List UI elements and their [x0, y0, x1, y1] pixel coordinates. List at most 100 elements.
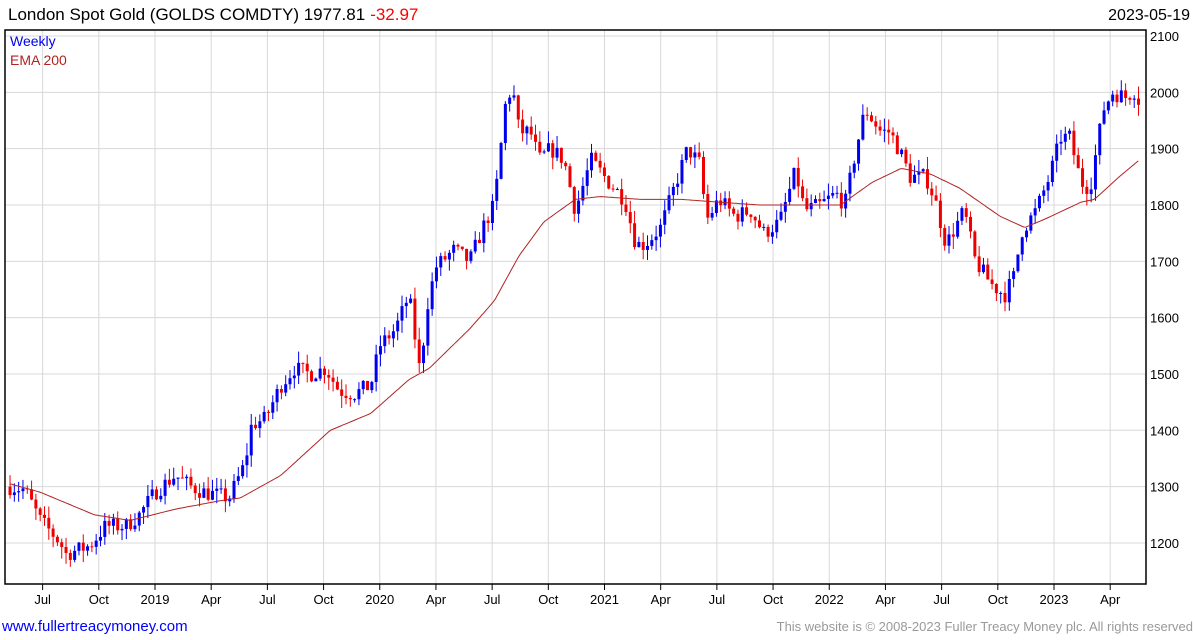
x-tick-label: Apr — [201, 592, 222, 607]
candle-body — [654, 236, 658, 241]
candle-body — [684, 147, 688, 160]
candle-body — [465, 248, 469, 261]
candle-body — [1029, 215, 1033, 231]
site-link[interactable]: www.fullertreacymoney.com — [1, 618, 188, 635]
candle-body — [129, 519, 133, 530]
candle-body — [943, 227, 947, 246]
x-tick-label: Oct — [988, 592, 1009, 607]
x-tick-label: Jul — [484, 592, 501, 607]
candle-body — [353, 399, 357, 401]
candle-body — [452, 244, 456, 253]
candle-body — [60, 542, 64, 547]
candle-body — [951, 234, 955, 237]
candle-body — [938, 200, 942, 228]
candle-body — [434, 267, 438, 282]
candle-body — [482, 220, 486, 244]
candle-body — [542, 151, 546, 153]
candle-body — [874, 121, 878, 127]
candle-body — [1016, 254, 1020, 272]
candle-body — [947, 234, 951, 246]
candle-body — [55, 536, 59, 543]
candle-body — [1046, 181, 1050, 191]
candle-body — [740, 207, 744, 222]
candle-body — [1119, 90, 1123, 103]
candle-body — [727, 198, 731, 209]
candle-body — [857, 139, 861, 164]
candle-body — [366, 380, 370, 391]
candle-body — [887, 129, 891, 133]
candle-body — [577, 200, 581, 214]
ema-200-line — [9, 160, 1139, 521]
candle-body — [262, 411, 266, 422]
candle-body — [525, 126, 529, 134]
candle-body — [206, 488, 210, 500]
candle-body — [839, 192, 843, 209]
candle-body — [964, 208, 968, 217]
candle-body — [831, 193, 835, 196]
candle-body — [908, 163, 912, 183]
y-axis: 1200 1300 1400 1500 1600 1700 1800 1900 2000 2100 — [1150, 29, 1179, 551]
candle-body — [456, 244, 460, 247]
candle-body — [719, 200, 723, 206]
candle-body — [409, 298, 413, 303]
candle-body — [809, 202, 813, 210]
candle-body — [1106, 101, 1110, 111]
candle-body — [241, 465, 245, 477]
candle-body — [956, 220, 960, 237]
candle-body — [1093, 155, 1097, 190]
candle-body — [422, 345, 426, 364]
x-axis: Jul Oct 2019 Apr Jul Oct 2020 Apr Jul Oct 2021 Apr J… — [34, 584, 1121, 607]
candle-body — [796, 167, 800, 187]
candle-body — [637, 242, 641, 248]
candle-body — [564, 162, 568, 167]
candle-body — [753, 216, 757, 221]
candle-body — [1012, 271, 1016, 279]
candle-body — [822, 198, 826, 202]
candle-body — [723, 198, 727, 206]
candle-body — [370, 381, 374, 391]
candle-body — [486, 220, 490, 223]
chart-date: 2023-05-19 — [1108, 7, 1190, 24]
candle-body — [1081, 168, 1085, 187]
candle-body — [73, 550, 77, 560]
y-tick-label: 1600 — [1150, 311, 1179, 326]
candle-body — [245, 455, 249, 466]
candle-body — [111, 518, 115, 526]
candle-body — [1059, 141, 1063, 144]
y-tick-label: 1700 — [1150, 254, 1179, 269]
candle-body — [68, 552, 72, 560]
candle-body — [1033, 208, 1037, 216]
candle-body — [417, 339, 421, 364]
candle-body — [107, 520, 111, 526]
candle-body — [732, 208, 736, 214]
y-tick-label: 1200 — [1150, 536, 1179, 551]
candle-body — [607, 175, 611, 189]
candle-body — [189, 476, 193, 486]
candle-body — [762, 226, 766, 228]
candle-body — [973, 231, 977, 257]
candle-body — [430, 281, 434, 310]
candle-body — [215, 488, 219, 491]
candle-body — [775, 219, 779, 233]
candle-body — [202, 488, 206, 498]
x-tick-label: Jul — [34, 592, 51, 607]
candle-body — [848, 172, 852, 194]
candle-body — [17, 491, 21, 493]
candle-body — [340, 389, 344, 396]
candle-body — [745, 207, 749, 215]
candle-body — [701, 156, 705, 195]
candle-body — [305, 363, 309, 372]
candle-body — [538, 141, 542, 153]
x-tick-label: 2022 — [815, 592, 844, 607]
candle-body — [185, 476, 189, 479]
candle-body — [331, 377, 335, 382]
candle-body — [736, 213, 740, 222]
candle-body — [473, 239, 477, 252]
candle-body — [1025, 230, 1029, 238]
candle-body — [611, 188, 615, 190]
candle-body — [499, 143, 503, 179]
candle-body — [180, 477, 184, 479]
candle-body — [443, 256, 447, 260]
candle-body — [232, 480, 236, 499]
